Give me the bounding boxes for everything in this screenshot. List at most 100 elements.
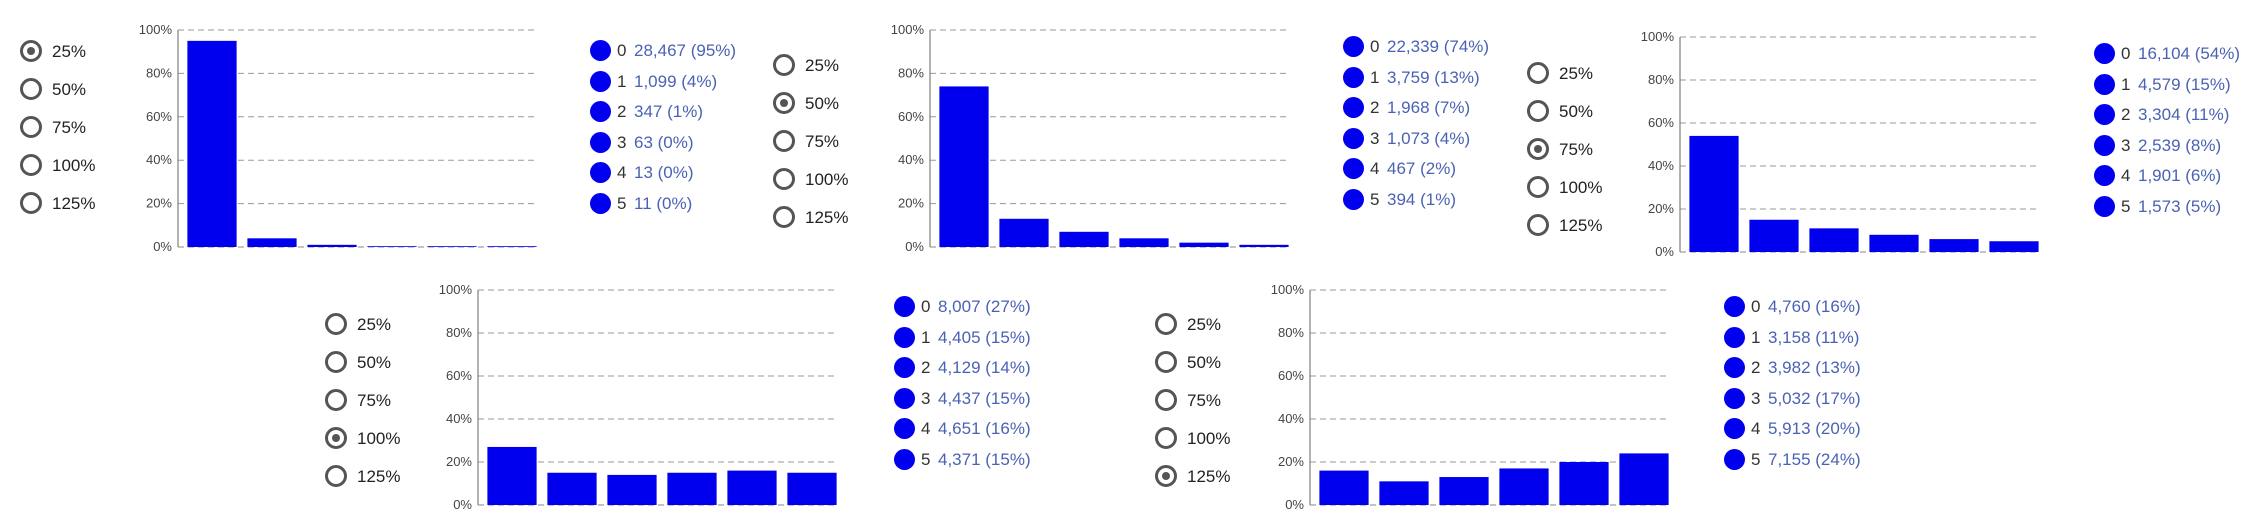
radio-option-25[interactable]: 25% [1155, 313, 1275, 343]
legend-value: 1,099 (4%) [634, 71, 718, 91]
radio-button[interactable] [1155, 465, 1177, 487]
radio-option-50[interactable]: 50% [773, 92, 893, 122]
radio-button[interactable] [325, 427, 347, 449]
radio-button[interactable] [1527, 62, 1549, 84]
radio-button[interactable] [20, 192, 42, 214]
legend-dot-icon [1343, 158, 1364, 179]
radio-option-75[interactable]: 75% [20, 116, 140, 146]
radio-option-50[interactable]: 50% [20, 78, 140, 108]
radio-option-25[interactable]: 25% [20, 40, 140, 70]
legend-value: 4,371 (15%) [938, 449, 1031, 469]
y-tick-label: 0% [1655, 244, 1674, 259]
y-tick-label: 40% [898, 152, 924, 167]
y-tick-label: 100% [139, 22, 173, 37]
radio-button[interactable] [1155, 389, 1177, 411]
radio-button[interactable] [773, 130, 795, 152]
bar-2 [1059, 231, 1109, 247]
bar-chart: 0% 20% 40% 60% 80% 100% [139, 22, 538, 254]
radio-button[interactable] [20, 78, 42, 100]
radio-label: 75% [52, 118, 87, 137]
radio-button[interactable] [1155, 351, 1177, 373]
radio-option-125[interactable]: 125% [20, 192, 140, 222]
legend-category: 1 [617, 71, 627, 91]
bar-4 [1929, 239, 1979, 252]
radio-button[interactable] [773, 206, 795, 228]
radio-option-75[interactable]: 75% [1155, 389, 1275, 419]
radio-button[interactable] [325, 351, 347, 373]
legend-dot-icon [1724, 296, 1745, 317]
radio-option-100[interactable]: 100% [20, 154, 140, 184]
legend-category: 4 [617, 163, 627, 182]
bar-4 [427, 246, 477, 247]
legend-value: 4,760 (16%) [1768, 297, 1861, 316]
legend-value: 28,467 (95%) [634, 41, 737, 60]
radio-option-50[interactable]: 50% [1155, 351, 1275, 381]
bar-5 [1989, 241, 2039, 252]
legend-dot-icon [894, 387, 915, 409]
radio-label: 25% [1187, 315, 1222, 334]
y-tick-label: 80% [1648, 72, 1674, 87]
radio-button[interactable] [773, 92, 795, 114]
legend-value: 3,304 (11%) [2138, 105, 2230, 124]
bar-2 [307, 244, 357, 247]
radio-label: 100% [1187, 429, 1231, 448]
legend-value: 1,073 (4%) [1387, 128, 1471, 148]
legend-dot-icon [1724, 326, 1745, 348]
y-tick-label: 20% [1278, 454, 1304, 469]
radio-button[interactable] [20, 116, 42, 138]
legend-category: 3 [617, 132, 627, 152]
radio-label: 25% [805, 56, 840, 75]
radio-button[interactable] [1527, 100, 1549, 122]
radio-label: 75% [357, 391, 392, 410]
radio-button[interactable] [325, 465, 347, 487]
radio-option-100[interactable]: 100% [325, 427, 445, 457]
radio-option-100[interactable]: 100% [1155, 427, 1275, 457]
bar-chart: 0% 20% 40% 60% 80% 100% [439, 282, 838, 512]
legend-dot-icon [1724, 448, 1745, 470]
bar-1 [247, 238, 297, 247]
legend-category: 1 [1751, 327, 1761, 347]
bar-3 [1499, 468, 1549, 505]
radio-label: 125% [1187, 467, 1231, 486]
radio-option-50[interactable]: 50% [325, 351, 445, 381]
radio-option-75[interactable]: 75% [1527, 138, 1647, 168]
legend-dot-icon [894, 357, 915, 378]
radio-option-25[interactable]: 25% [773, 54, 893, 84]
y-tick-label: 100% [891, 22, 925, 37]
radio-option-25[interactable]: 25% [325, 313, 445, 343]
radio-button[interactable] [325, 389, 347, 411]
bar-0 [1319, 470, 1369, 505]
legend-value: 1,901 (6%) [2138, 166, 2222, 185]
radio-option-125[interactable]: 125% [1155, 465, 1275, 495]
y-tick-label: 40% [1278, 411, 1304, 426]
radio-option-50[interactable]: 50% [1527, 100, 1647, 130]
radio-label: 50% [1187, 353, 1222, 372]
radio-button[interactable] [773, 168, 795, 190]
radio-button[interactable] [325, 313, 347, 335]
radio-option-125[interactable]: 125% [1527, 214, 1647, 244]
radio-option-100[interactable]: 100% [1527, 176, 1647, 206]
radio-button[interactable] [20, 154, 42, 176]
radio-option-125[interactable]: 125% [325, 465, 445, 495]
y-tick-label: 40% [146, 152, 172, 167]
radio-button[interactable] [1527, 138, 1549, 160]
legend-value: 4,651 (16%) [938, 419, 1031, 438]
radio-option-100[interactable]: 100% [773, 168, 893, 198]
legend-category: 5 [1370, 189, 1380, 209]
bar-5 [1619, 453, 1669, 505]
legend-dot-icon [590, 131, 611, 153]
radio-option-75[interactable]: 75% [325, 389, 445, 419]
radio-button[interactable] [773, 54, 795, 76]
radio-option-75[interactable]: 75% [773, 130, 893, 160]
radio-button[interactable] [20, 40, 42, 62]
radio-label: 25% [357, 315, 392, 334]
radio-button[interactable] [1527, 176, 1549, 198]
radio-button[interactable] [1155, 427, 1177, 449]
radio-option-25[interactable]: 25% [1527, 62, 1647, 92]
radio-button[interactable] [1155, 313, 1177, 335]
legend-dot-icon [590, 40, 611, 61]
radio-button[interactable] [1527, 214, 1549, 236]
bar-1 [1379, 481, 1429, 505]
bar-5 [1239, 244, 1289, 247]
radio-option-125[interactable]: 125% [773, 206, 893, 236]
